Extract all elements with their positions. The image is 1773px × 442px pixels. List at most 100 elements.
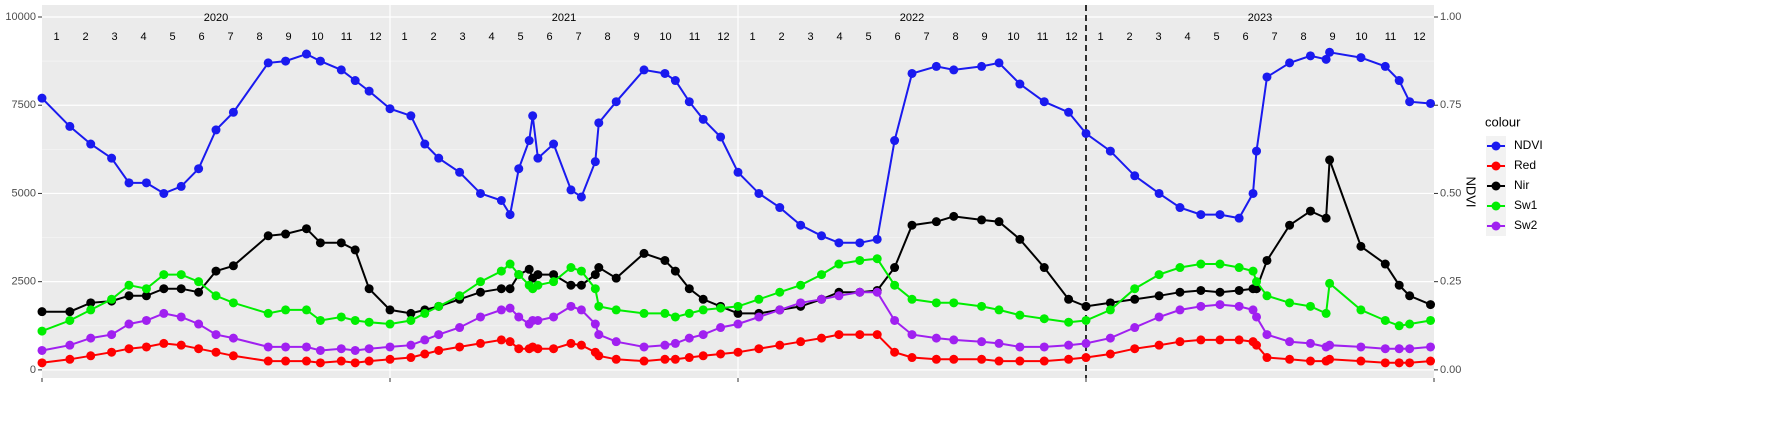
point: [1130, 344, 1140, 354]
point: [336, 238, 346, 248]
month-label: 8: [604, 31, 610, 43]
point: [1285, 58, 1295, 68]
point: [86, 139, 96, 149]
point: [1305, 356, 1315, 366]
point: [576, 266, 586, 276]
point: [533, 344, 543, 354]
point: [176, 284, 186, 294]
point: [514, 270, 524, 280]
point: [1081, 315, 1091, 325]
point: [533, 270, 543, 280]
month-label: 5: [865, 31, 871, 43]
point: [1105, 305, 1115, 315]
point: [639, 308, 649, 318]
point: [549, 344, 559, 354]
point: [1262, 255, 1272, 265]
point: [301, 224, 311, 234]
point: [639, 248, 649, 258]
legend-dot: [1491, 161, 1501, 171]
point: [566, 280, 576, 290]
point: [660, 354, 670, 364]
point: [549, 277, 559, 287]
point: [141, 315, 151, 325]
point: [1426, 98, 1436, 108]
point: [1248, 266, 1258, 276]
point: [263, 308, 273, 318]
month-label: 11: [689, 31, 700, 43]
point: [977, 301, 987, 311]
month-label: 9: [1329, 31, 1335, 43]
point: [301, 356, 311, 366]
y-tick-label: 10000: [5, 11, 36, 23]
year-label: 2021: [552, 12, 576, 24]
year-label: 2022: [900, 12, 924, 24]
point: [660, 340, 670, 350]
point: [931, 217, 941, 227]
legend-dot: [1491, 221, 1501, 231]
point: [434, 345, 444, 355]
point: [594, 330, 604, 340]
point: [406, 308, 416, 318]
point: [1196, 285, 1206, 295]
point: [281, 342, 291, 352]
point: [1081, 128, 1091, 138]
point: [336, 356, 346, 366]
y2-tick-label: 1.00: [1440, 11, 1461, 23]
point: [775, 340, 785, 350]
point: [211, 291, 221, 301]
point: [733, 308, 743, 318]
point: [754, 188, 764, 198]
series-ndvi: [37, 47, 1436, 248]
point: [1305, 206, 1315, 216]
point: [350, 358, 360, 368]
point: [890, 136, 900, 146]
point: [716, 349, 726, 359]
point: [1356, 305, 1366, 315]
point: [455, 291, 465, 301]
month-label: 9: [633, 31, 639, 43]
point: [1215, 300, 1225, 310]
legend-label: Sw1: [1514, 198, 1538, 212]
point: [890, 263, 900, 273]
point: [611, 337, 621, 347]
month-label: 2: [1126, 31, 1132, 43]
point: [194, 277, 204, 287]
point: [1394, 76, 1404, 86]
point: [796, 220, 806, 230]
point: [1252, 312, 1262, 322]
point: [1305, 338, 1315, 348]
point: [159, 188, 169, 198]
month-label: 2: [778, 31, 784, 43]
point: [336, 344, 346, 354]
point: [594, 118, 604, 128]
month-label: 12: [717, 31, 729, 43]
point: [855, 287, 865, 297]
series-nir: [37, 155, 1436, 318]
point: [1325, 47, 1335, 57]
point: [1285, 354, 1295, 364]
y2-tick-label: 0.75: [1440, 99, 1461, 111]
point: [496, 266, 506, 276]
point: [733, 167, 743, 177]
point: [977, 215, 987, 225]
point: [576, 192, 586, 202]
month-label: 11: [1385, 31, 1396, 43]
month-label: 1: [53, 31, 59, 43]
point: [475, 312, 485, 322]
point: [1154, 188, 1164, 198]
point: [141, 342, 151, 352]
point: [1015, 79, 1025, 89]
point: [775, 287, 785, 297]
point: [754, 344, 764, 354]
month-label: 7: [923, 31, 929, 43]
point: [1380, 358, 1390, 368]
point: [124, 280, 134, 290]
point: [1130, 323, 1140, 333]
point: [1064, 294, 1074, 304]
point: [1356, 342, 1366, 352]
point: [211, 125, 221, 135]
point: [834, 330, 844, 340]
point: [533, 153, 543, 163]
point: [890, 280, 900, 290]
